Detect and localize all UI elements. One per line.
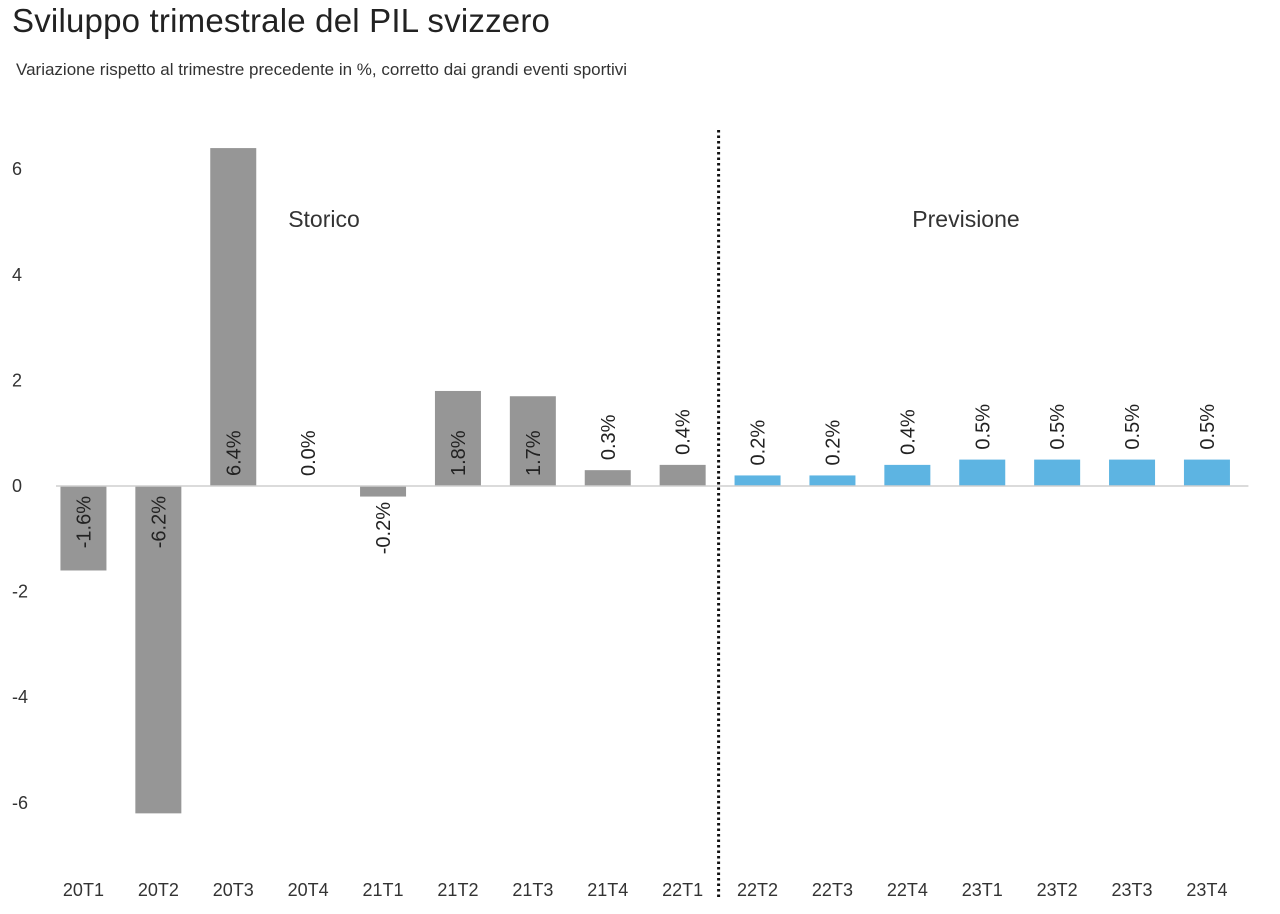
data-label: 6.4%: [223, 430, 245, 476]
chart-title: Sviluppo trimestrale del PIL svizzero: [12, 2, 551, 39]
data-labels: -1.6% -6.2% 6.4% 0.0% -0.2% 1.8% 1.7% 0.3% 0.4% 0…: [73, 404, 1219, 554]
data-label: 1.8%: [448, 430, 470, 476]
y-tick-label: -2: [12, 582, 28, 602]
y-tick-label: 0: [12, 476, 22, 496]
bar-22T3: [809, 475, 856, 486]
data-label: 0.0%: [298, 430, 320, 476]
segment-annotations: Storico Previsione: [288, 206, 1019, 232]
data-label: 0.4%: [897, 409, 919, 455]
bar-23T2: [1034, 459, 1081, 486]
x-tick-label: 22T2: [737, 880, 778, 900]
bar-20T1: [60, 486, 107, 571]
x-tick-label: 20T1: [63, 880, 104, 900]
data-label: 0.5%: [1047, 404, 1069, 450]
x-tick-label: 21T1: [363, 880, 404, 900]
data-label: 0.2%: [748, 420, 770, 466]
x-tick-label: 21T4: [587, 880, 628, 900]
x-tick-label: 20T3: [213, 880, 254, 900]
bar-23T3: [1109, 459, 1156, 486]
y-tick-label: -4: [12, 687, 28, 707]
bar-23T1: [959, 459, 1006, 486]
x-tick-label: 22T4: [887, 880, 928, 900]
y-tick-label: -6: [12, 793, 28, 813]
x-tick-label: 20T2: [138, 880, 179, 900]
annotation-previsione: Previsione: [912, 206, 1019, 232]
data-label: 0.5%: [1197, 404, 1219, 450]
data-label: -1.6%: [73, 496, 95, 548]
bar-22T2: [734, 475, 781, 486]
bar-21T3: [509, 396, 556, 486]
x-tick-label: 23T1: [962, 880, 1003, 900]
x-tick-label: 23T2: [1037, 880, 1078, 900]
x-tick-label: 21T3: [512, 880, 553, 900]
bars: [60, 148, 1230, 814]
annotation-storico: Storico: [288, 206, 360, 232]
chart-subtitle: Variazione rispetto al trimestre precede…: [16, 60, 628, 79]
data-label: 0.4%: [673, 409, 695, 455]
x-axis: 20T1 20T2 20T3 20T4 21T1 21T2 21T3 21T4 22T1 22T2…: [63, 880, 1228, 900]
x-tick-label: 23T3: [1112, 880, 1153, 900]
x-tick-label: 21T2: [437, 880, 478, 900]
bar-20T2: [135, 486, 182, 814]
data-label: 0.5%: [972, 404, 994, 450]
bar-21T2: [434, 390, 481, 486]
data-label: 0.2%: [822, 420, 844, 466]
x-tick-label: 20T4: [288, 880, 329, 900]
data-label: 0.5%: [1122, 404, 1144, 450]
x-tick-label: 22T3: [812, 880, 853, 900]
bar-23T4: [1183, 459, 1230, 486]
x-tick-label: 22T1: [662, 880, 703, 900]
y-tick-label: 4: [12, 265, 22, 285]
bar-21T4: [584, 470, 631, 486]
y-tick-label: 2: [12, 370, 22, 390]
bar-22T4: [884, 464, 931, 486]
data-label: 0.3%: [598, 414, 620, 460]
data-label: -0.2%: [373, 502, 395, 554]
data-label: -6.2%: [148, 496, 170, 548]
data-label: 1.7%: [523, 430, 545, 476]
x-tick-label: 23T4: [1186, 880, 1227, 900]
bar-22T1: [659, 464, 706, 486]
bar-20T3: [210, 148, 257, 486]
y-tick-label: 6: [12, 159, 22, 179]
bar-21T1: [360, 486, 407, 497]
y-axis: -6 -4 -2 0 2 4 6: [12, 159, 28, 813]
